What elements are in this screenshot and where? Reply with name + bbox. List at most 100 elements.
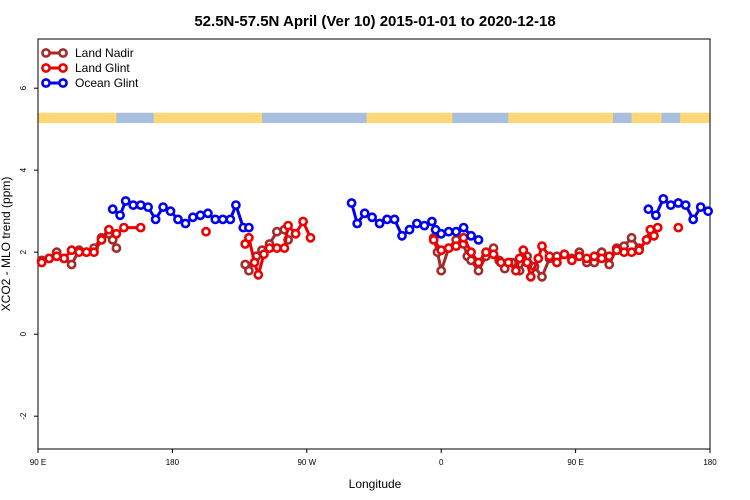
data-point (488, 249, 499, 260)
x-tick-label: 0 (439, 458, 444, 467)
legend-marker (58, 48, 68, 58)
legend-marker (41, 48, 51, 58)
data-point (249, 257, 260, 268)
data-point (473, 257, 484, 268)
data-point (271, 226, 282, 237)
data-point (173, 214, 183, 225)
data-point (611, 245, 622, 256)
data-point (111, 228, 122, 239)
data-point (481, 247, 491, 258)
data-point (652, 222, 663, 233)
data-point (59, 253, 69, 264)
y-tick-label: 4 (19, 167, 28, 172)
data-point (473, 234, 484, 245)
data-point (428, 234, 439, 245)
data-point (443, 243, 454, 253)
y-axis: -2 0 2 4 6 (19, 85, 38, 420)
data-point (411, 218, 422, 229)
data-point (89, 247, 99, 258)
data-point (426, 216, 437, 227)
data-point (641, 234, 652, 245)
plot-frame (37, 38, 711, 450)
series-layer (36, 193, 713, 282)
land-ocean-strip (38, 112, 710, 124)
strip-ocean (452, 112, 509, 124)
data-point (115, 210, 125, 221)
data-point (525, 271, 536, 282)
y-tick-label: 6 (19, 85, 28, 90)
data-point (397, 230, 407, 241)
data-point (298, 216, 308, 227)
data-point (503, 257, 514, 268)
data-point (626, 247, 637, 258)
data-point (230, 200, 241, 210)
strip-ocean (262, 112, 367, 124)
strip-ocean (116, 112, 154, 124)
strip-ocean (661, 112, 681, 124)
y-tick-label: 2 (19, 249, 28, 254)
data-point (279, 243, 290, 253)
data-point (619, 247, 629, 258)
data-point (81, 247, 92, 258)
data-point (258, 249, 269, 260)
data-point (290, 228, 301, 239)
legend-marker (41, 78, 51, 88)
data-point (436, 245, 447, 256)
data-point (180, 218, 191, 229)
data-point (651, 210, 661, 221)
strip-land (38, 112, 710, 124)
data-point (559, 249, 570, 260)
data-point (271, 243, 282, 253)
data-point (96, 234, 107, 245)
data-point (120, 196, 131, 206)
data-point (626, 232, 637, 243)
x-axis-label: Longitude (349, 477, 402, 491)
data-point (107, 204, 118, 215)
y-tick-label: 0 (19, 331, 28, 336)
data-point (187, 212, 198, 223)
data-point (574, 251, 585, 262)
data-point (533, 253, 544, 264)
data-point (143, 202, 153, 212)
data-point (514, 253, 525, 264)
y-axis-label: XCO2 - MLO trend (ppm) (0, 177, 13, 312)
data-point (346, 198, 357, 208)
data-point (567, 255, 577, 266)
data-point (305, 232, 316, 243)
data-point (111, 243, 122, 253)
data-point (150, 214, 161, 225)
data-point (243, 265, 254, 276)
data-point (596, 253, 607, 264)
data-point (537, 241, 547, 251)
data-point (518, 245, 529, 256)
legend-label: Land Glint (75, 61, 130, 75)
data-point (210, 214, 221, 225)
data-point (649, 230, 659, 241)
data-point (643, 204, 654, 215)
data-point (495, 257, 506, 268)
data-point (352, 218, 363, 229)
data-point (66, 245, 77, 256)
data-point (419, 220, 430, 231)
legend-marker (41, 63, 51, 73)
data-point (44, 253, 55, 264)
data-point (128, 200, 139, 210)
data-point (436, 265, 447, 276)
data-point (36, 257, 47, 268)
data-point (522, 257, 532, 268)
legend-label: Land Nadir (75, 46, 134, 60)
data-point (195, 210, 206, 221)
data-point (359, 208, 370, 219)
x-tick-label: 180 (703, 458, 717, 467)
x-axis: 90 E 180 90 W 0 90 E 180 (30, 449, 717, 467)
data-point (404, 224, 415, 235)
legend-marker (58, 78, 68, 88)
data-point (634, 245, 644, 256)
data-point (604, 251, 615, 262)
series-land-glint (36, 216, 684, 282)
data-point (552, 257, 562, 268)
data-point (217, 214, 228, 225)
data-point (680, 200, 691, 210)
data-point (253, 269, 264, 280)
